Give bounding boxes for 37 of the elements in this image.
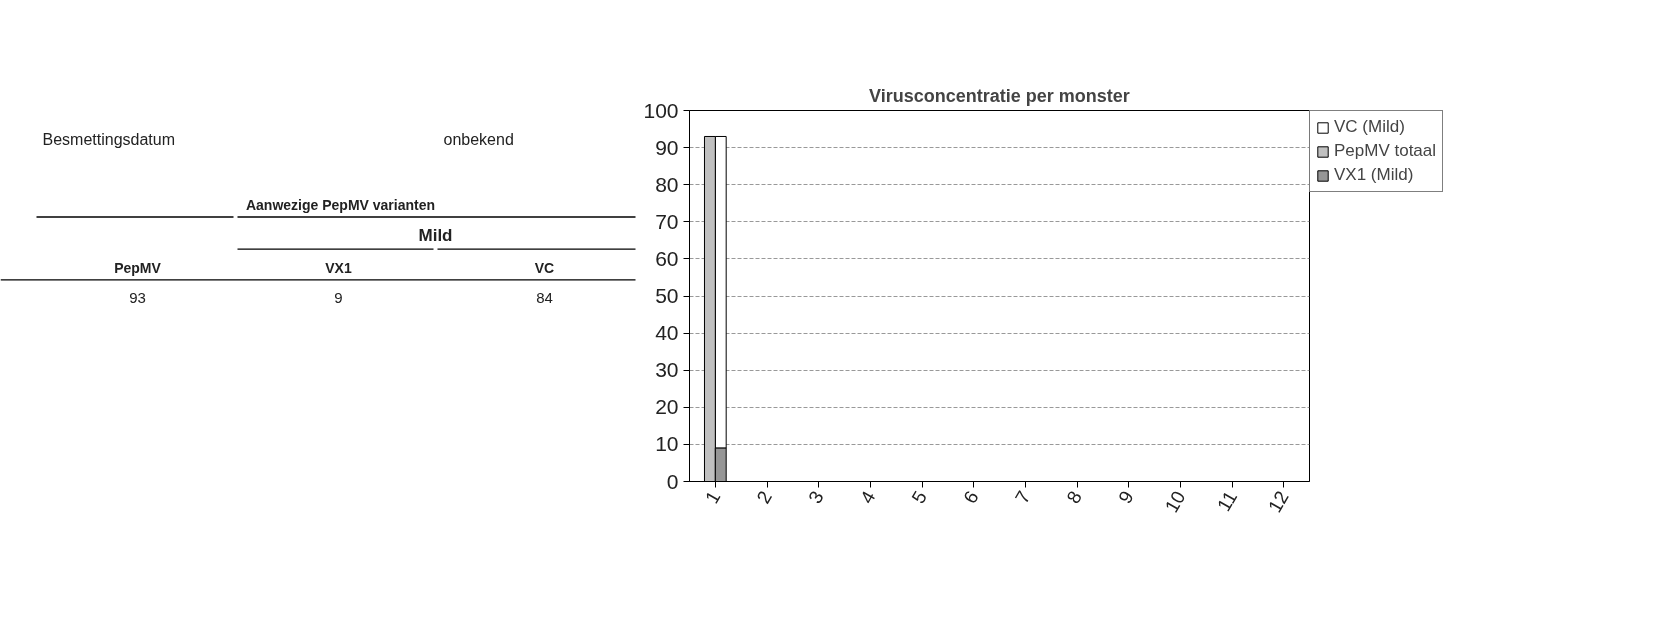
text: VC: [534, 259, 555, 276]
x-tick-label: 5: [907, 487, 932, 507]
x-tick-label: 12: [1264, 487, 1293, 517]
x-tick-label: 8: [1062, 487, 1087, 507]
y-tick-label: 40: [655, 321, 679, 345]
text: 93: [129, 289, 146, 307]
y-tick-label: 20: [655, 395, 679, 419]
text: VX1: [325, 259, 352, 276]
x-tick-label: 6: [959, 487, 983, 507]
y-tick-label: 0: [666, 469, 679, 493]
x-tick-label: 9: [1114, 487, 1138, 507]
legend-label: VC (Mild): [1334, 117, 1405, 137]
text: PepMV: [114, 259, 162, 276]
x-tick-label: 7: [1010, 487, 1035, 507]
text: Mild: [418, 226, 453, 246]
x-tick-label: 3: [804, 487, 828, 507]
x-tick-label: 2: [752, 487, 777, 507]
text: Aanwezige PepMV varianten: [245, 196, 436, 213]
text: 84: [536, 289, 553, 307]
text: 9: [334, 289, 343, 307]
y-tick-label: 80: [655, 172, 679, 196]
y-tick-label: 90: [655, 135, 679, 159]
y-tick-label: 10: [655, 432, 679, 456]
y-tick-label: 30: [655, 358, 679, 382]
y-tick-label: 60: [655, 246, 679, 270]
text: Besmettingsdatum: [42, 130, 176, 148]
chart-title: Virusconcentratie per monster: [869, 85, 1130, 106]
y-tick-label: 70: [655, 209, 679, 233]
legend-label: VX1 (Mild): [1334, 165, 1414, 185]
y-tick-label: 50: [655, 284, 679, 307]
text: onbekend: [443, 130, 514, 148]
x-tick-label: 11: [1213, 487, 1242, 515]
legend-label: PepMV totaal: [1334, 141, 1437, 161]
y-tick-label: 100: [643, 98, 679, 122]
x-tick-label: 4: [855, 486, 880, 507]
x-tick-label: 10: [1160, 487, 1190, 517]
x-tick-label: 1: [700, 487, 725, 507]
